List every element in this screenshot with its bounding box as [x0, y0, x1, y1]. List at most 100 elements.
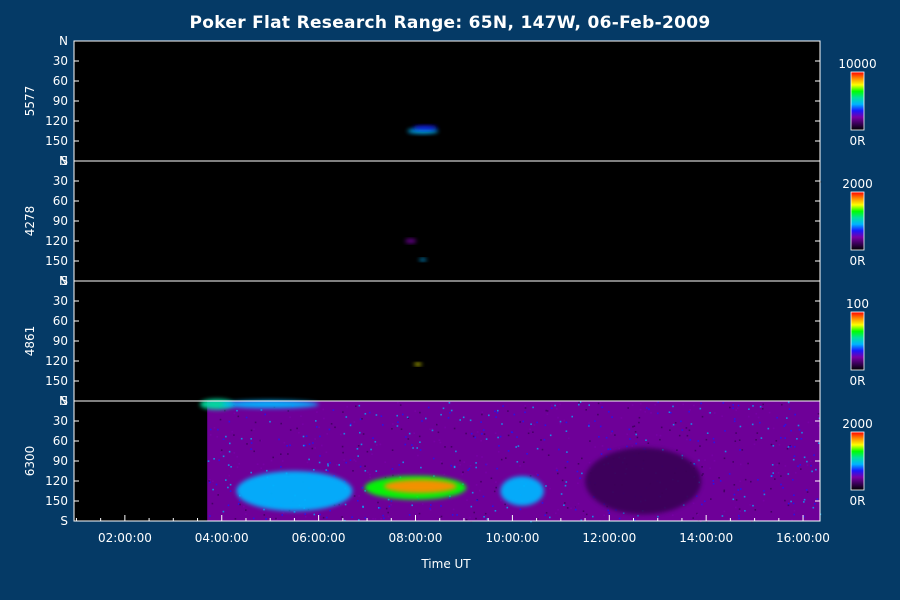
noise-pixel	[309, 59, 311, 62]
noise-pixel	[754, 148, 757, 151]
noise-pixel	[546, 410, 549, 412]
noise-pixel	[439, 393, 442, 396]
noise-pixel	[358, 495, 360, 497]
noise-pixel	[486, 518, 489, 520]
noise-pixel	[605, 233, 607, 235]
noise-pixel	[344, 44, 346, 46]
noise-pixel	[770, 511, 773, 513]
noise-pixel	[409, 177, 412, 180]
noise-pixel	[377, 501, 379, 504]
noise-pixel	[354, 199, 356, 202]
noise-pixel	[688, 323, 691, 326]
noise-pixel	[302, 444, 305, 447]
noise-pixel	[797, 99, 799, 101]
noise-pixel	[677, 176, 680, 178]
noise-pixel	[555, 408, 558, 410]
noise-pixel	[529, 428, 531, 430]
noise-pixel	[450, 464, 453, 467]
noise-pixel	[293, 511, 296, 513]
noise-pixel	[640, 128, 642, 130]
noise-pixel	[628, 346, 630, 348]
noise-pixel	[242, 44, 244, 46]
noise-pixel	[579, 477, 581, 479]
noise-pixel	[751, 423, 754, 426]
noise-pixel	[313, 252, 315, 255]
x-tick-label: 10:00:00	[485, 531, 539, 545]
noise-pixel	[814, 135, 816, 137]
noise-pixel	[327, 464, 329, 467]
noise-pixel	[364, 517, 367, 519]
noise-pixel	[259, 229, 261, 232]
noise-pixel	[806, 464, 809, 466]
noise-pixel	[407, 309, 410, 312]
noise-pixel	[776, 464, 779, 466]
noise-pixel	[440, 413, 442, 416]
noise-pixel	[304, 513, 306, 515]
noise-pixel	[341, 445, 344, 448]
noise-pixel	[431, 373, 433, 375]
noise-pixel	[357, 311, 359, 313]
noise-pixel	[723, 490, 725, 493]
noise-pixel	[437, 268, 439, 271]
noise-pixel	[493, 112, 496, 114]
noise-pixel	[554, 127, 557, 130]
noise-pixel	[463, 461, 466, 463]
noise-pixel	[291, 164, 293, 167]
noise-pixel	[340, 433, 342, 436]
noise-pixel	[537, 518, 539, 520]
noise-pixel	[415, 251, 418, 253]
noise-pixel	[639, 354, 642, 357]
noise-pixel	[294, 320, 297, 322]
noise-pixel	[751, 360, 754, 362]
noise-pixel	[690, 423, 693, 425]
noise-pixel	[555, 467, 558, 470]
noise-pixel	[736, 331, 738, 334]
noise-pixel	[776, 416, 778, 419]
noise-pixel	[611, 430, 613, 433]
noise-pixel	[604, 99, 606, 102]
noise-pixel	[384, 461, 387, 463]
noise-pixel	[465, 518, 468, 521]
noise-pixel	[788, 408, 791, 410]
noise-pixel	[465, 432, 467, 435]
noise-pixel	[568, 52, 570, 54]
noise-pixel	[335, 207, 337, 209]
noise-pixel	[794, 413, 796, 416]
noise-pixel	[700, 402, 702, 405]
noise-pixel	[274, 313, 277, 316]
noise-pixel	[722, 43, 724, 45]
noise-pixel	[782, 348, 784, 351]
noise-pixel	[364, 470, 367, 472]
colorbar-max-label: 10000	[838, 57, 876, 71]
noise-pixel	[803, 498, 806, 501]
noise-pixel	[632, 251, 635, 253]
noise-pixel	[321, 164, 323, 167]
noise-pixel	[506, 119, 508, 122]
noise-pixel	[613, 76, 616, 78]
noise-pixel	[559, 403, 561, 406]
noise-pixel	[785, 268, 787, 271]
noise-pixel	[229, 483, 232, 486]
noise-pixel	[767, 427, 770, 430]
noise-pixel	[460, 144, 463, 146]
noise-pixel	[469, 419, 472, 422]
noise-pixel	[341, 516, 343, 518]
noise-pixel	[777, 394, 780, 397]
noise-pixel	[430, 66, 432, 68]
noise-pixel	[485, 438, 488, 440]
noise-pixel	[692, 517, 694, 519]
noise-pixel	[789, 390, 791, 392]
noise-pixel	[713, 412, 716, 414]
noise-pixel	[308, 458, 310, 461]
noise-pixel	[276, 311, 279, 313]
noise-pixel	[767, 213, 769, 215]
noise-pixel	[577, 162, 579, 164]
noise-pixel	[515, 446, 517, 448]
noise-pixel	[610, 432, 613, 435]
noise-pixel	[778, 282, 780, 285]
noise-pixel	[811, 470, 813, 473]
noise-pixel	[762, 114, 765, 116]
noise-pixel	[563, 419, 566, 422]
noise-pixel	[792, 502, 795, 505]
noise-pixel	[222, 438, 225, 440]
